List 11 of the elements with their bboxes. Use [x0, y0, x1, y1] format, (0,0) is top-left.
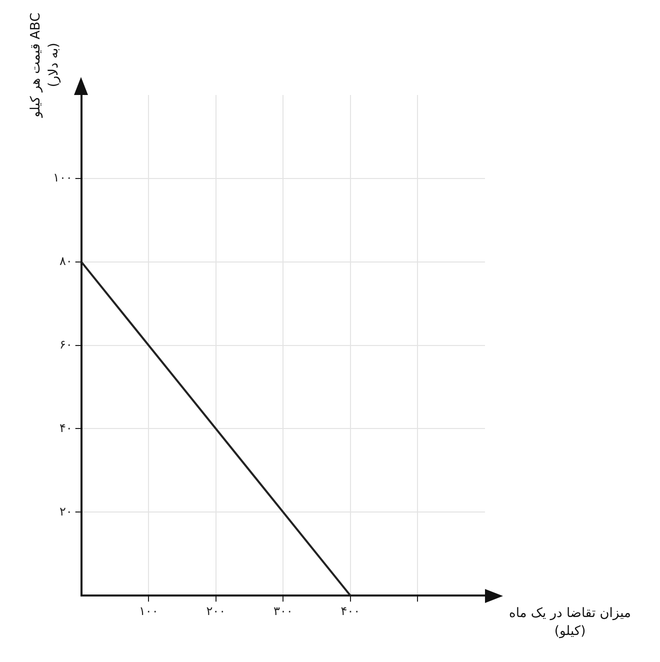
y-tick-label: ۲۰	[59, 504, 72, 518]
x-tick-label: ۴۰۰	[340, 604, 360, 618]
y-tick-label: ۴۰	[59, 420, 72, 435]
y-tick-label: ۸۰	[59, 254, 72, 268]
y-tick-label: ۱۰۰	[52, 170, 72, 185]
x-axis-title: میزان تقاضا در یک ماه (کیلو)	[509, 606, 631, 639]
x-tick-label: ۳۰۰	[273, 604, 293, 618]
y-tick-label: ۶۰	[59, 337, 72, 352]
x-tick-label: ۲۰۰	[206, 604, 226, 618]
x-tick-label: ۱۰۰	[138, 604, 158, 618]
y-axis-title: قیمت هر کیلو ABC (به دلار)	[28, 12, 62, 118]
